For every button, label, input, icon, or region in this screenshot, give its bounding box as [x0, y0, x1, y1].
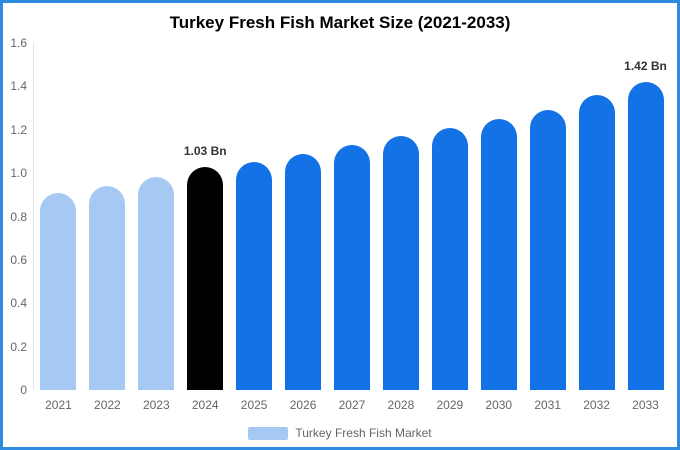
bar-group-2027: 2027: [328, 43, 377, 412]
bar-2021: [40, 192, 77, 390]
legend-label: Turkey Fresh Fish Market: [295, 426, 432, 440]
bar-2022: [89, 186, 126, 390]
bar-2029: [431, 127, 468, 390]
bar-group-2033: 1.42 Bn 2033: [621, 43, 670, 412]
bar-value-label-2033: 1.42 Bn: [624, 59, 667, 74]
bar-group-2032: 2032: [572, 43, 621, 412]
bar-group-2030: 2030: [474, 43, 523, 412]
bar-2032: [578, 95, 615, 390]
plot-area: 2021 2022 2023 1.03 Bn 2024 2025 2026 2027 2028 2…: [33, 43, 670, 412]
x-axis-label-2030: 2030: [485, 398, 513, 412]
legend-swatch: [248, 426, 289, 440]
bar-2031: [529, 110, 566, 390]
y-tick-label: 1.2: [10, 122, 27, 137]
x-axis-label-2024: 2024: [191, 398, 219, 412]
bar-group-2028: 2028: [376, 43, 425, 412]
x-axis-label-2032: 2032: [583, 398, 610, 412]
bar-2024: [187, 166, 224, 390]
y-tick-label: 1.4: [10, 79, 27, 94]
y-tick-label: 0.2: [10, 339, 27, 354]
bar-2033: [627, 82, 664, 390]
bar-group-2025: 2025: [230, 43, 279, 412]
x-axis-label-2031: 2031: [534, 398, 562, 412]
bar-group-2031: 2031: [523, 43, 572, 412]
y-tick-label: 0.8: [10, 209, 27, 224]
x-axis-label-2027: 2027: [338, 398, 366, 412]
bar-2023: [138, 177, 175, 390]
bar-group-2029: 2029: [425, 43, 474, 412]
chart-title: Turkey Fresh Fish Market Size (2021-2033…: [169, 13, 511, 32]
bar-group-2024: 1.03 Bn 2024: [181, 43, 230, 412]
y-tick-label: 1.6: [10, 36, 27, 50]
x-axis-label-2033: 2033: [632, 398, 659, 412]
y-tick-label: 0.4: [10, 296, 27, 311]
x-axis-label-2021: 2021: [45, 398, 72, 412]
bar-group-2022: 2022: [83, 43, 132, 412]
bar-2025: [236, 162, 273, 390]
bar-2028: [382, 136, 419, 390]
bar-value-label-2024: 1.03 Bn: [183, 143, 227, 158]
legend: Turkey Fresh Fish Market: [3, 426, 677, 440]
y-tick-label: 0.6: [10, 252, 27, 267]
x-axis-label-2029: 2029: [436, 398, 464, 412]
bar-group-2023: 2023: [132, 43, 181, 412]
bar-2027: [333, 144, 370, 390]
x-axis-label-2026: 2026: [289, 398, 317, 412]
x-axis-label-2022: 2022: [94, 398, 121, 412]
x-axis-label-2023: 2023: [142, 398, 170, 412]
bar-2030: [480, 118, 517, 390]
bar-2026: [285, 153, 322, 390]
bar-group-2021: 2021: [34, 43, 83, 412]
x-axis-label-2025: 2025: [240, 398, 268, 412]
bar-group-2026: 2026: [279, 43, 328, 412]
x-axis-label-2028: 2028: [387, 398, 415, 412]
y-tick-label: 0: [20, 383, 27, 397]
y-tick-label: 1.0: [10, 166, 27, 181]
y-axis: 0 0.2 0.4 0.6 0.8 1.0 1.2 1.4 1.6: [3, 36, 29, 397]
